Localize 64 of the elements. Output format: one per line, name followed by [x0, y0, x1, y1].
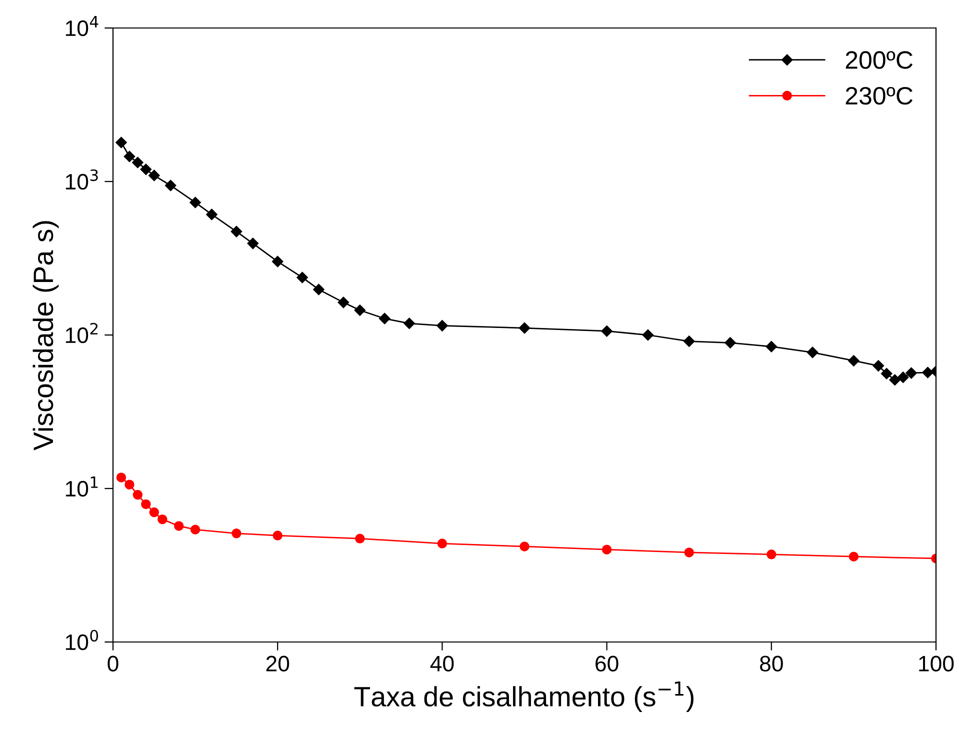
point	[165, 180, 176, 192]
x-tick-label: 60	[596, 656, 618, 672]
point	[158, 514, 168, 524]
point	[922, 366, 934, 378]
legend-label: 200ºC	[846, 51, 913, 69]
point	[206, 208, 218, 220]
point	[601, 326, 612, 337]
point	[881, 368, 892, 380]
point	[520, 542, 530, 552]
x-axis-title: Taxa de cisalhamento (s$^{−1}$)	[354, 681, 694, 712]
point	[354, 304, 366, 316]
x-tick-label: 80	[760, 656, 783, 672]
point	[190, 196, 201, 208]
y-tick-label: 10$^{0}$	[66, 630, 98, 650]
point	[230, 226, 242, 238]
y-tick-label: 10$^{4}$	[66, 16, 98, 36]
point	[232, 528, 242, 538]
point	[124, 150, 136, 162]
point	[141, 499, 151, 510]
point	[848, 355, 860, 366]
point	[518, 322, 530, 334]
point	[148, 170, 160, 182]
point	[683, 336, 695, 347]
point	[174, 521, 184, 531]
point	[806, 346, 818, 358]
point	[149, 507, 160, 518]
point	[355, 534, 365, 544]
y-tick-label: 10$^{3}$	[66, 169, 98, 190]
point	[116, 472, 126, 482]
point	[404, 318, 415, 330]
point	[436, 320, 448, 332]
point	[190, 524, 200, 534]
point	[378, 312, 390, 324]
point	[124, 480, 134, 490]
point	[602, 544, 612, 554]
x-tick-label: 40	[430, 656, 454, 672]
point	[872, 360, 884, 372]
x-tick-label: 100	[919, 656, 954, 672]
point	[272, 530, 282, 540]
point	[116, 136, 127, 148]
point	[247, 238, 259, 250]
x-tick-label: 0	[108, 656, 118, 672]
y-axis-title: Viscosidade (Pa s)	[32, 221, 59, 450]
point	[272, 256, 284, 268]
point	[313, 284, 324, 296]
point	[906, 367, 917, 379]
point	[296, 272, 308, 284]
y-tick-label: 10$^{1}$	[66, 476, 98, 497]
point	[897, 372, 909, 383]
point	[642, 329, 654, 341]
point	[889, 374, 900, 386]
point	[338, 296, 350, 308]
point	[437, 538, 448, 548]
x-tick-label: 20	[266, 656, 290, 672]
point	[140, 164, 152, 175]
point	[848, 552, 859, 562]
point	[132, 490, 143, 500]
point	[724, 337, 736, 348]
legend-label: 230ºC	[846, 86, 913, 105]
point	[766, 341, 778, 352]
y-tick-label: 10$^{2}$	[66, 322, 98, 344]
point	[684, 548, 694, 558]
point	[132, 156, 144, 168]
point	[766, 550, 776, 560]
